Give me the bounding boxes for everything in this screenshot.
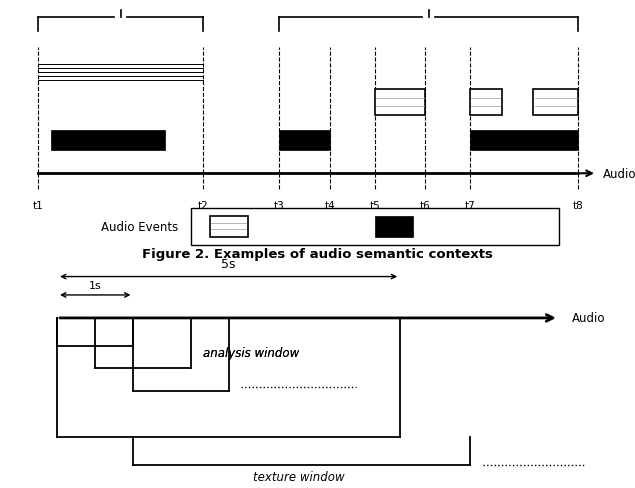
Text: t4: t4 <box>325 200 335 210</box>
Text: texture window: texture window <box>253 470 344 484</box>
Text: Figure 2. Examples of audio semantic contexts: Figure 2. Examples of audio semantic con… <box>142 248 493 261</box>
Text: 5s: 5s <box>222 257 236 270</box>
Bar <box>375 216 413 237</box>
Bar <box>279 130 330 150</box>
Text: t2: t2 <box>198 200 208 210</box>
Text: Audio: Audio <box>603 167 635 181</box>
Text: t3: t3 <box>274 200 284 210</box>
Bar <box>470 130 578 150</box>
Text: t1: t1 <box>33 200 43 210</box>
Bar <box>470 90 502 116</box>
Bar <box>375 90 425 116</box>
Text: gunshot: gunshot <box>260 220 309 233</box>
Bar <box>190 208 559 245</box>
Bar <box>210 216 248 237</box>
Bar <box>533 90 578 116</box>
Text: Audio: Audio <box>572 312 605 325</box>
Text: explosion: explosion <box>425 220 481 233</box>
Bar <box>51 130 165 150</box>
Text: analysis window: analysis window <box>203 346 300 360</box>
Text: t7: t7 <box>465 200 475 210</box>
Text: t5: t5 <box>370 200 380 210</box>
Text: Audio Events: Audio Events <box>100 220 178 233</box>
Text: t6: t6 <box>420 200 431 210</box>
Text: 1s: 1s <box>89 281 102 291</box>
Text: t8: t8 <box>573 200 583 210</box>
Text: analysis window: analysis window <box>203 346 300 360</box>
